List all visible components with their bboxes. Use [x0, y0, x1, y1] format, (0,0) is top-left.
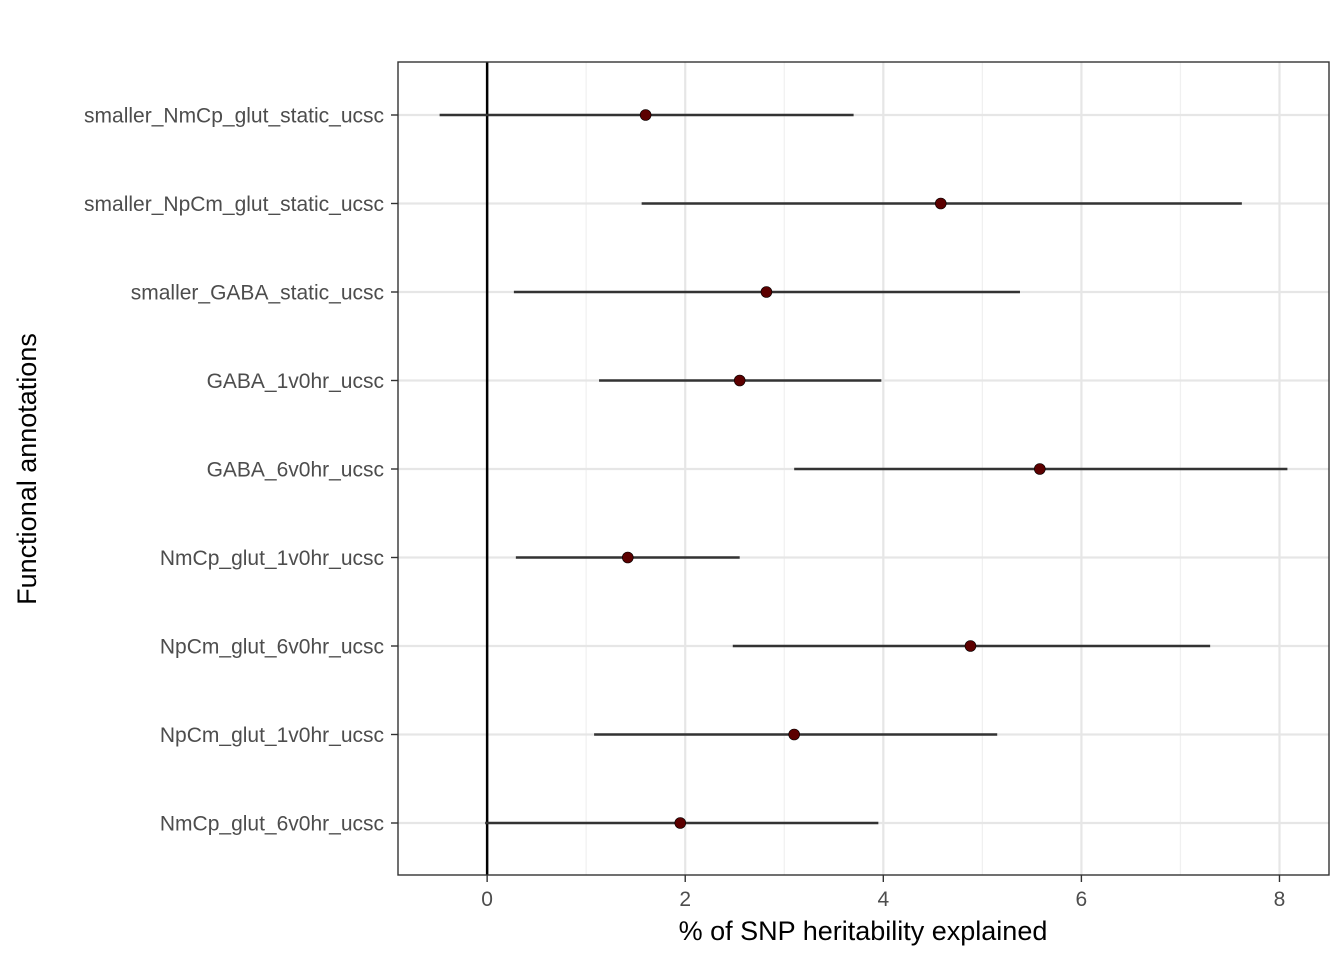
data-point: [674, 817, 687, 829]
y-tick-label: GABA_6v0hr_ucsc: [207, 459, 384, 482]
x-tick-label: 4: [877, 888, 889, 911]
y-tick-label: smaller_NmCp_glut_static_ucsc: [84, 105, 384, 128]
y-tick-label: GABA_1v0hr_ucsc: [207, 370, 384, 393]
y-tick-label: smaller_GABA_static_ucsc: [131, 282, 384, 305]
x-tick-label: 0: [481, 888, 493, 911]
y-tick-label: NmCp_glut_6v0hr_ucsc: [160, 813, 384, 836]
data-point: [733, 374, 746, 387]
data-point: [1033, 463, 1046, 475]
y-axis-title: Functional annotations: [12, 333, 42, 605]
x-axis: 0 2 4 6 8: [481, 875, 1285, 911]
data-point: [964, 640, 977, 652]
data-point: [934, 197, 947, 210]
x-tick-label: 6: [1076, 888, 1088, 911]
data-point: [760, 286, 773, 298]
y-axis: smaller_NmCp_glut_static_ucsc smaller_NpC…: [84, 105, 398, 836]
data-point: [621, 551, 634, 564]
x-axis-title: % of SNP heritability explained: [679, 916, 1048, 946]
y-tick-label: NpCm_glut_6v0hr_ucsc: [160, 636, 384, 659]
y-tick-label: NpCm_glut_1v0hr_ucsc: [160, 724, 384, 747]
x-tick-label: 2: [679, 888, 691, 911]
y-tick-label: smaller_NpCm_glut_static_ucsc: [84, 193, 384, 216]
data-point: [639, 109, 652, 121]
x-tick-label: 8: [1274, 888, 1286, 911]
y-tick-label: NmCp_glut_1v0hr_ucsc: [160, 547, 384, 570]
data-point: [788, 728, 800, 741]
points: [621, 109, 1046, 829]
